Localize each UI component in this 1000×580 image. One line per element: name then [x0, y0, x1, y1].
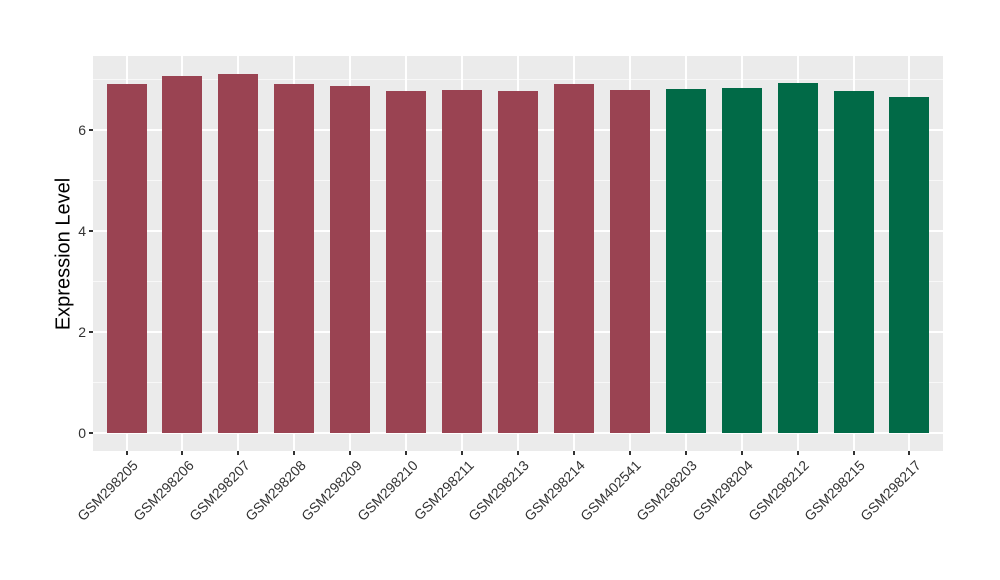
x-axis-tick	[461, 451, 464, 455]
bar-GSM298207	[218, 73, 259, 433]
x-axis-tick	[405, 451, 408, 455]
x-axis-tick	[516, 451, 519, 455]
x-axis-tick	[237, 451, 240, 455]
bar-GSM298209	[330, 85, 371, 433]
bar-GSM298203	[665, 89, 706, 433]
y-axis-tick-label: 2	[78, 323, 86, 340]
y-axis-tick	[89, 128, 93, 131]
bar-GSM298212	[777, 83, 818, 433]
x-axis-tick	[740, 451, 743, 455]
x-axis-tick	[181, 451, 184, 455]
x-axis-tick	[293, 451, 296, 455]
x-axis-tick	[572, 451, 575, 455]
y-axis-tick-label: 6	[78, 121, 86, 138]
y-axis-tick	[89, 330, 93, 333]
bar-GSM298204	[721, 88, 762, 433]
y-axis-tick-label: 0	[78, 425, 86, 441]
x-axis-tick	[684, 451, 687, 455]
bar-GSM298208	[274, 84, 315, 433]
bar-GSM298211	[442, 89, 483, 433]
y-axis-title: Expression Level	[52, 177, 75, 331]
x-axis-tick	[125, 451, 128, 455]
bar-GSM298215	[833, 90, 874, 433]
bar-GSM298206	[162, 75, 203, 433]
x-axis-tick	[628, 451, 631, 455]
x-axis-tick	[908, 451, 911, 455]
bar-GSM298205	[106, 83, 147, 433]
x-axis-tick	[796, 451, 799, 455]
bar-GSM402541	[609, 90, 650, 433]
plot-panel	[93, 56, 943, 451]
y-axis-tick	[89, 229, 93, 232]
bar-GSM298214	[553, 84, 594, 433]
bar-GSM298213	[497, 91, 538, 433]
x-axis-tick	[852, 451, 855, 455]
bar-GSM298210	[386, 91, 427, 433]
y-axis-tick	[89, 432, 93, 434]
y-axis-tick-label: 4	[78, 222, 86, 239]
bar-GSM298217	[889, 97, 930, 433]
x-axis-tick	[349, 451, 352, 455]
